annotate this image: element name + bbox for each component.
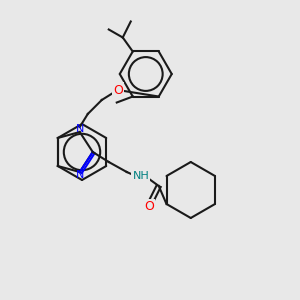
Text: O: O	[113, 83, 123, 97]
Text: N: N	[76, 170, 84, 180]
Text: O: O	[144, 200, 154, 214]
Text: N: N	[76, 124, 84, 134]
Text: NH: NH	[132, 171, 149, 181]
